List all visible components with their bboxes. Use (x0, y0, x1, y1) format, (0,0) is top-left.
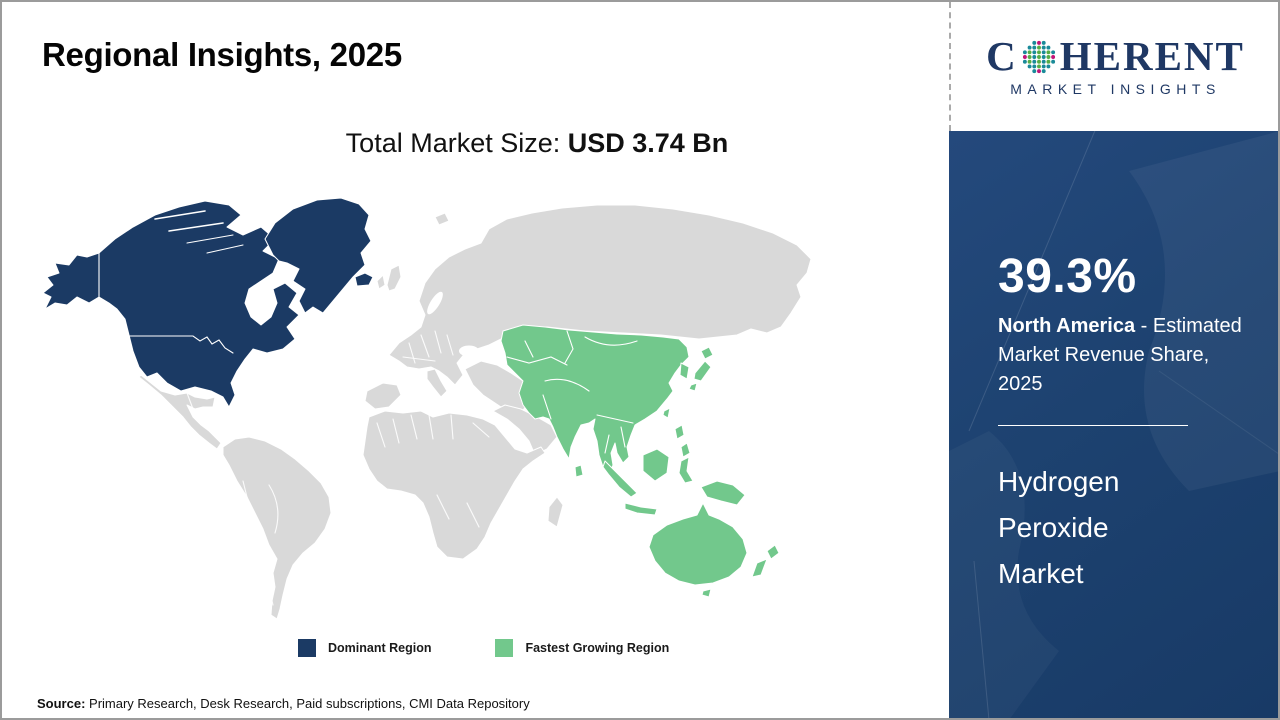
region-sulawesi (678, 456, 694, 484)
page-title: Regional Insights, 2025 (42, 36, 402, 73)
stat-block: 39.3% North America - Estimated Market R… (998, 249, 1248, 597)
world-map-svg (42, 197, 812, 620)
fastest-region-label: Fastest Growing Region (525, 641, 670, 655)
panel-texture (949, 131, 1278, 718)
globe-dots-icon (1022, 40, 1055, 73)
region-new-guinea (700, 480, 746, 506)
market-share-value: 39.3% (998, 250, 1137, 303)
divider-line (998, 425, 1188, 426)
right-column: C HERENT MARKET INSIGHTS 39.3% North Ame… (949, 2, 1278, 718)
region-alaska (42, 252, 100, 310)
market-share-description: North America - Estimated Market Revenue… (998, 312, 1248, 399)
region-australia (648, 502, 748, 586)
region-taiwan (662, 407, 671, 419)
country-borders-fastest (506, 330, 638, 454)
total-market-size-value: USD 3.74 Bn (567, 128, 729, 158)
region-europe-russia (388, 204, 812, 386)
region-asia-pacific (500, 324, 690, 476)
region-north-america (98, 200, 300, 408)
region-arabia (492, 404, 558, 456)
region-borneo (642, 448, 670, 482)
stats-panel: 39.3% North America - Estimated Market R… (949, 131, 1278, 718)
region-new-zealand (751, 544, 780, 578)
legend-item-dominant: Dominant Region (298, 639, 431, 657)
total-market-size: Total Market Size: USD 3.74 Bn (122, 128, 952, 159)
map-legend: Dominant Region Fastest Growing Region (298, 639, 669, 657)
region-south-america (222, 436, 332, 620)
source-note: Source: Primary Research, Desk Research,… (37, 696, 530, 711)
region-italy (426, 368, 448, 398)
source-label: Source: (37, 696, 86, 711)
region-iberia (364, 382, 402, 410)
share-description-text: - Estimated Market Revenue Share, 2025 (998, 315, 1242, 395)
region-uk (386, 264, 402, 292)
total-market-size-label: Total Market Size: (345, 128, 568, 158)
region-greenland (264, 197, 372, 314)
fastest-region-swatch (495, 639, 514, 657)
region-japan (688, 346, 714, 392)
market-name: Hydrogen Peroxide Market (998, 466, 1120, 589)
dominant-region-swatch (298, 639, 316, 657)
region-mexico-central-america (138, 374, 222, 450)
logo-subtitle: MARKET INSIGHTS (1010, 81, 1221, 97)
country-borders-neutral (186, 330, 490, 606)
region-sumatra (602, 460, 638, 498)
share-region-name: North America (998, 315, 1136, 337)
region-philippines (674, 424, 691, 458)
logo-wordmark: C HERENT (986, 36, 1245, 77)
logo-word-herent: HERENT (1059, 33, 1245, 79)
source-text: Primary Research, Desk Research, Paid su… (85, 696, 530, 711)
brand-logo: C HERENT MARKET INSIGHTS (949, 2, 1278, 131)
legend-item-fastest: Fastest Growing Region (495, 639, 669, 657)
region-sri-lanka (574, 464, 584, 478)
region-svalbard (434, 212, 450, 226)
region-ireland (376, 274, 386, 290)
region-tasmania (701, 588, 712, 598)
region-africa (362, 410, 546, 560)
region-korea (679, 362, 690, 380)
region-madagascar (547, 496, 564, 528)
region-java (624, 502, 658, 516)
logo-letter-c: C (986, 33, 1018, 79)
world-map (37, 185, 877, 627)
country-borders-dominant (98, 210, 244, 354)
dominant-region-label: Dominant Region (328, 641, 432, 655)
region-iceland (354, 272, 374, 287)
